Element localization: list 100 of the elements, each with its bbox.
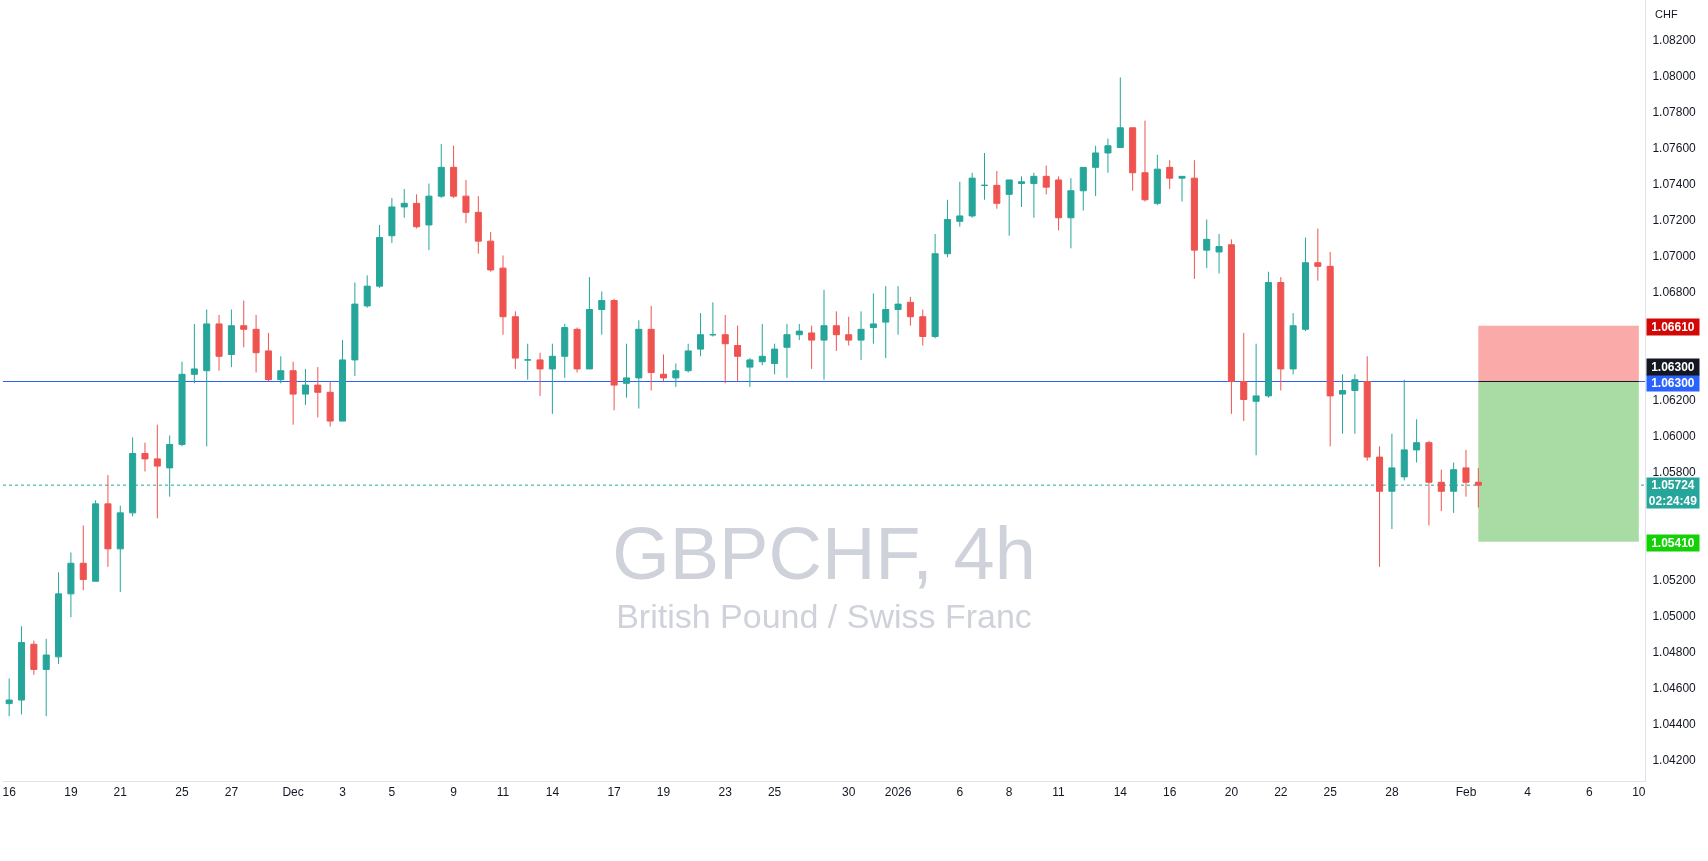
candlestick <box>388 197 396 244</box>
candlestick <box>240 300 248 348</box>
candlestick <box>400 188 408 219</box>
candlestick <box>697 312 705 357</box>
y-tick-label: 1.08200 <box>1652 32 1697 47</box>
candlestick <box>919 309 927 347</box>
candlestick <box>524 343 532 381</box>
candlestick <box>610 298 618 411</box>
candlestick <box>338 339 347 422</box>
candlestick <box>1092 145 1100 197</box>
candlestick <box>55 571 63 665</box>
candlestick <box>956 181 964 228</box>
candlestick <box>301 368 309 406</box>
candlestick <box>104 474 112 568</box>
candlestick <box>659 354 668 382</box>
candlestick <box>363 274 371 309</box>
candlestick <box>252 314 260 373</box>
candlestick <box>647 305 655 391</box>
candlestick <box>672 363 680 388</box>
x-tick-label: 14 <box>545 785 560 800</box>
candlestick <box>413 193 421 230</box>
y-tick-label: 1.04200 <box>1652 752 1697 767</box>
x-tick-label: 8 <box>1005 785 1013 800</box>
x-tick-label: 28 <box>1385 785 1399 800</box>
x-tick-label: 10 <box>1632 785 1646 800</box>
candlestick <box>67 551 75 618</box>
candlestick <box>487 231 495 273</box>
candlestick <box>758 323 766 366</box>
candlestick <box>17 625 26 715</box>
candlestick <box>573 327 581 373</box>
candlestick <box>808 325 816 370</box>
x-tick-label: 3 <box>339 785 347 800</box>
candlestick <box>1339 373 1347 435</box>
x-tick-label: 17 <box>607 785 622 800</box>
candlestick <box>1289 312 1297 375</box>
y-tick-label: 1.07200 <box>1652 212 1697 227</box>
y-tick-label: 1.04800 <box>1652 644 1697 659</box>
candlestick <box>1178 175 1186 203</box>
candlestick <box>1005 179 1013 237</box>
y-tick-label: 1.06000 <box>1652 428 1697 443</box>
candlestick <box>845 316 853 347</box>
y-tick-label: 1.06200 <box>1652 392 1697 407</box>
candlestick <box>1141 120 1149 203</box>
candlestick <box>536 352 544 397</box>
candlestick <box>1042 165 1050 195</box>
candlestick <box>622 343 630 399</box>
x-tick-label: 25 <box>767 785 782 800</box>
candlestick <box>178 361 186 447</box>
candlestick <box>190 323 198 384</box>
candlestick <box>1240 332 1248 422</box>
candlestick <box>980 152 989 201</box>
candlestick <box>548 343 556 415</box>
candlestick <box>326 381 334 427</box>
candlestick <box>1277 276 1285 391</box>
x-tick-label: 30 <box>842 785 856 800</box>
x-tick-label: 2026 <box>884 785 912 800</box>
candlestick <box>1227 238 1235 415</box>
candlestick <box>1425 440 1433 526</box>
candlestick <box>116 505 124 593</box>
x-tick-label: 19 <box>64 785 78 800</box>
candlestick <box>1462 449 1470 498</box>
x-tick-label: 9 <box>450 785 458 800</box>
candlestick <box>820 289 828 381</box>
candlestick <box>5 677 13 717</box>
y-tick-label: 1.05000 <box>1652 608 1697 623</box>
candlestick <box>474 195 482 255</box>
x-tick-label: 11 <box>496 785 510 800</box>
candlestick <box>1474 467 1482 508</box>
candlestick <box>869 292 877 345</box>
candlestick <box>1413 418 1421 463</box>
candlestick <box>425 183 433 251</box>
y-tick-label: 1.07800 <box>1652 104 1697 119</box>
x-tick-label: Dec <box>282 785 304 800</box>
candlestick <box>1116 76 1124 149</box>
candlestick <box>1104 138 1112 174</box>
y-tick-label: 1.04400 <box>1652 716 1697 731</box>
candlestick <box>1326 251 1334 447</box>
x-tick-label: 22 <box>1274 785 1288 800</box>
candlestick <box>1153 154 1161 206</box>
candlestick <box>1030 172 1038 219</box>
candlestick <box>894 285 902 336</box>
candlestick <box>561 323 569 379</box>
candlestick <box>771 343 779 375</box>
x-tick-label: 23 <box>718 785 733 800</box>
candlestick <box>795 323 803 341</box>
candlestick <box>277 355 285 384</box>
candlestick <box>462 179 470 224</box>
ref-line-label: 1.05724 02:24:49 <box>1648 478 1698 508</box>
candlestick <box>1166 159 1174 190</box>
candlestick <box>92 499 100 582</box>
candlestick <box>351 282 359 377</box>
candlestick <box>1215 233 1223 275</box>
candlestick <box>141 442 149 472</box>
candlestick <box>1079 166 1087 212</box>
band-label: 1.05410 <box>1651 536 1695 550</box>
candlestick <box>1376 445 1384 568</box>
candlestick <box>585 276 593 370</box>
candlestick <box>1301 237 1310 332</box>
candlestick <box>1055 175 1063 231</box>
candlestick <box>721 314 729 384</box>
